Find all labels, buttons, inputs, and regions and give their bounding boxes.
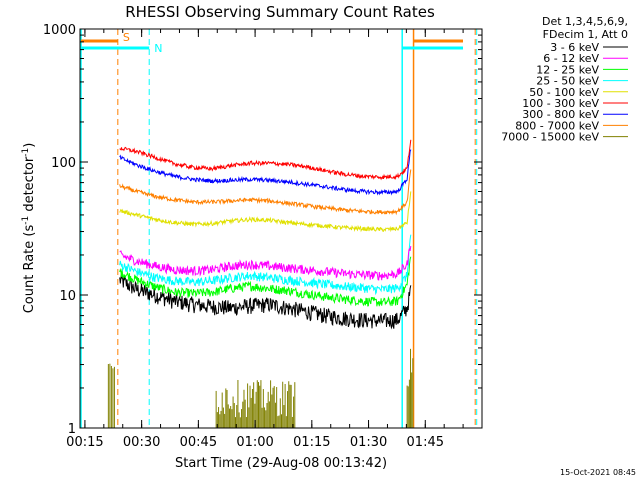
legend: Det 1,3,4,5,6,9, FDecim 1, Att 0 3 - 6 k… bbox=[501, 15, 628, 144]
legend-label: 100 - 300 keV bbox=[522, 97, 599, 110]
legend-label: 25 - 50 keV bbox=[536, 75, 599, 88]
x-axis-label: Start Time (29-Aug-08 00:13:42) bbox=[175, 456, 387, 471]
x-tick-label: 01:30 bbox=[350, 435, 387, 450]
legend-label: 300 - 800 keV bbox=[522, 108, 599, 121]
series-line-3 bbox=[119, 234, 412, 296]
x-tick-label: 01:00 bbox=[236, 435, 273, 450]
legend-label: 7000 - 15000 keV bbox=[501, 131, 599, 144]
legend-label: 3 - 6 keV bbox=[550, 41, 599, 54]
series-layer bbox=[107, 139, 414, 428]
footer-timestamp: 15-Oct-2021 08:45 bbox=[560, 468, 636, 477]
y-tick-label: 1 bbox=[68, 422, 76, 437]
x-tick-label: 01:15 bbox=[293, 435, 330, 450]
x-tick-label: 00:15 bbox=[66, 435, 103, 450]
axes-layer: 00:15 00:30 00:45 01:00 01:15 01:30 01:45 1 10 10… bbox=[43, 23, 483, 450]
series-line-4 bbox=[119, 191, 412, 233]
x-tick-label: 01:45 bbox=[407, 435, 444, 450]
series-line-7 bbox=[119, 169, 412, 216]
y-tick-label: 100 bbox=[51, 156, 76, 171]
series-line-1 bbox=[119, 245, 412, 281]
attenuator-decor: SN bbox=[80, 29, 478, 428]
legend-label: 12 - 25 keV bbox=[536, 63, 599, 76]
legend-label: 6 - 12 keV bbox=[543, 52, 599, 65]
y-tick-label: 10 bbox=[59, 289, 76, 304]
legend-label: 800 - 7000 keV bbox=[515, 119, 599, 132]
marker-label-n: N bbox=[154, 42, 162, 55]
series-line-6 bbox=[119, 149, 412, 196]
x-tick-label: 00:30 bbox=[123, 435, 160, 450]
plot-frame bbox=[79, 28, 483, 429]
chart-title: RHESSI Observing Summary Count Rates bbox=[125, 3, 435, 21]
legend-label: 50 - 100 keV bbox=[529, 86, 599, 99]
legend-header-line-1: Det 1,3,4,5,6,9, bbox=[542, 15, 628, 28]
marker-label-s: S bbox=[123, 31, 130, 44]
series-line-0 bbox=[119, 273, 412, 330]
x-tick-label: 00:45 bbox=[180, 435, 217, 450]
series-line-5 bbox=[119, 139, 412, 181]
y-axis-label: Count Rate (s-1 detector-1) bbox=[21, 143, 37, 314]
legend-header-line-2: FDecim 1, Att 0 bbox=[543, 28, 628, 41]
series-line-2 bbox=[119, 256, 412, 307]
y-tick-label: 1000 bbox=[43, 23, 76, 38]
